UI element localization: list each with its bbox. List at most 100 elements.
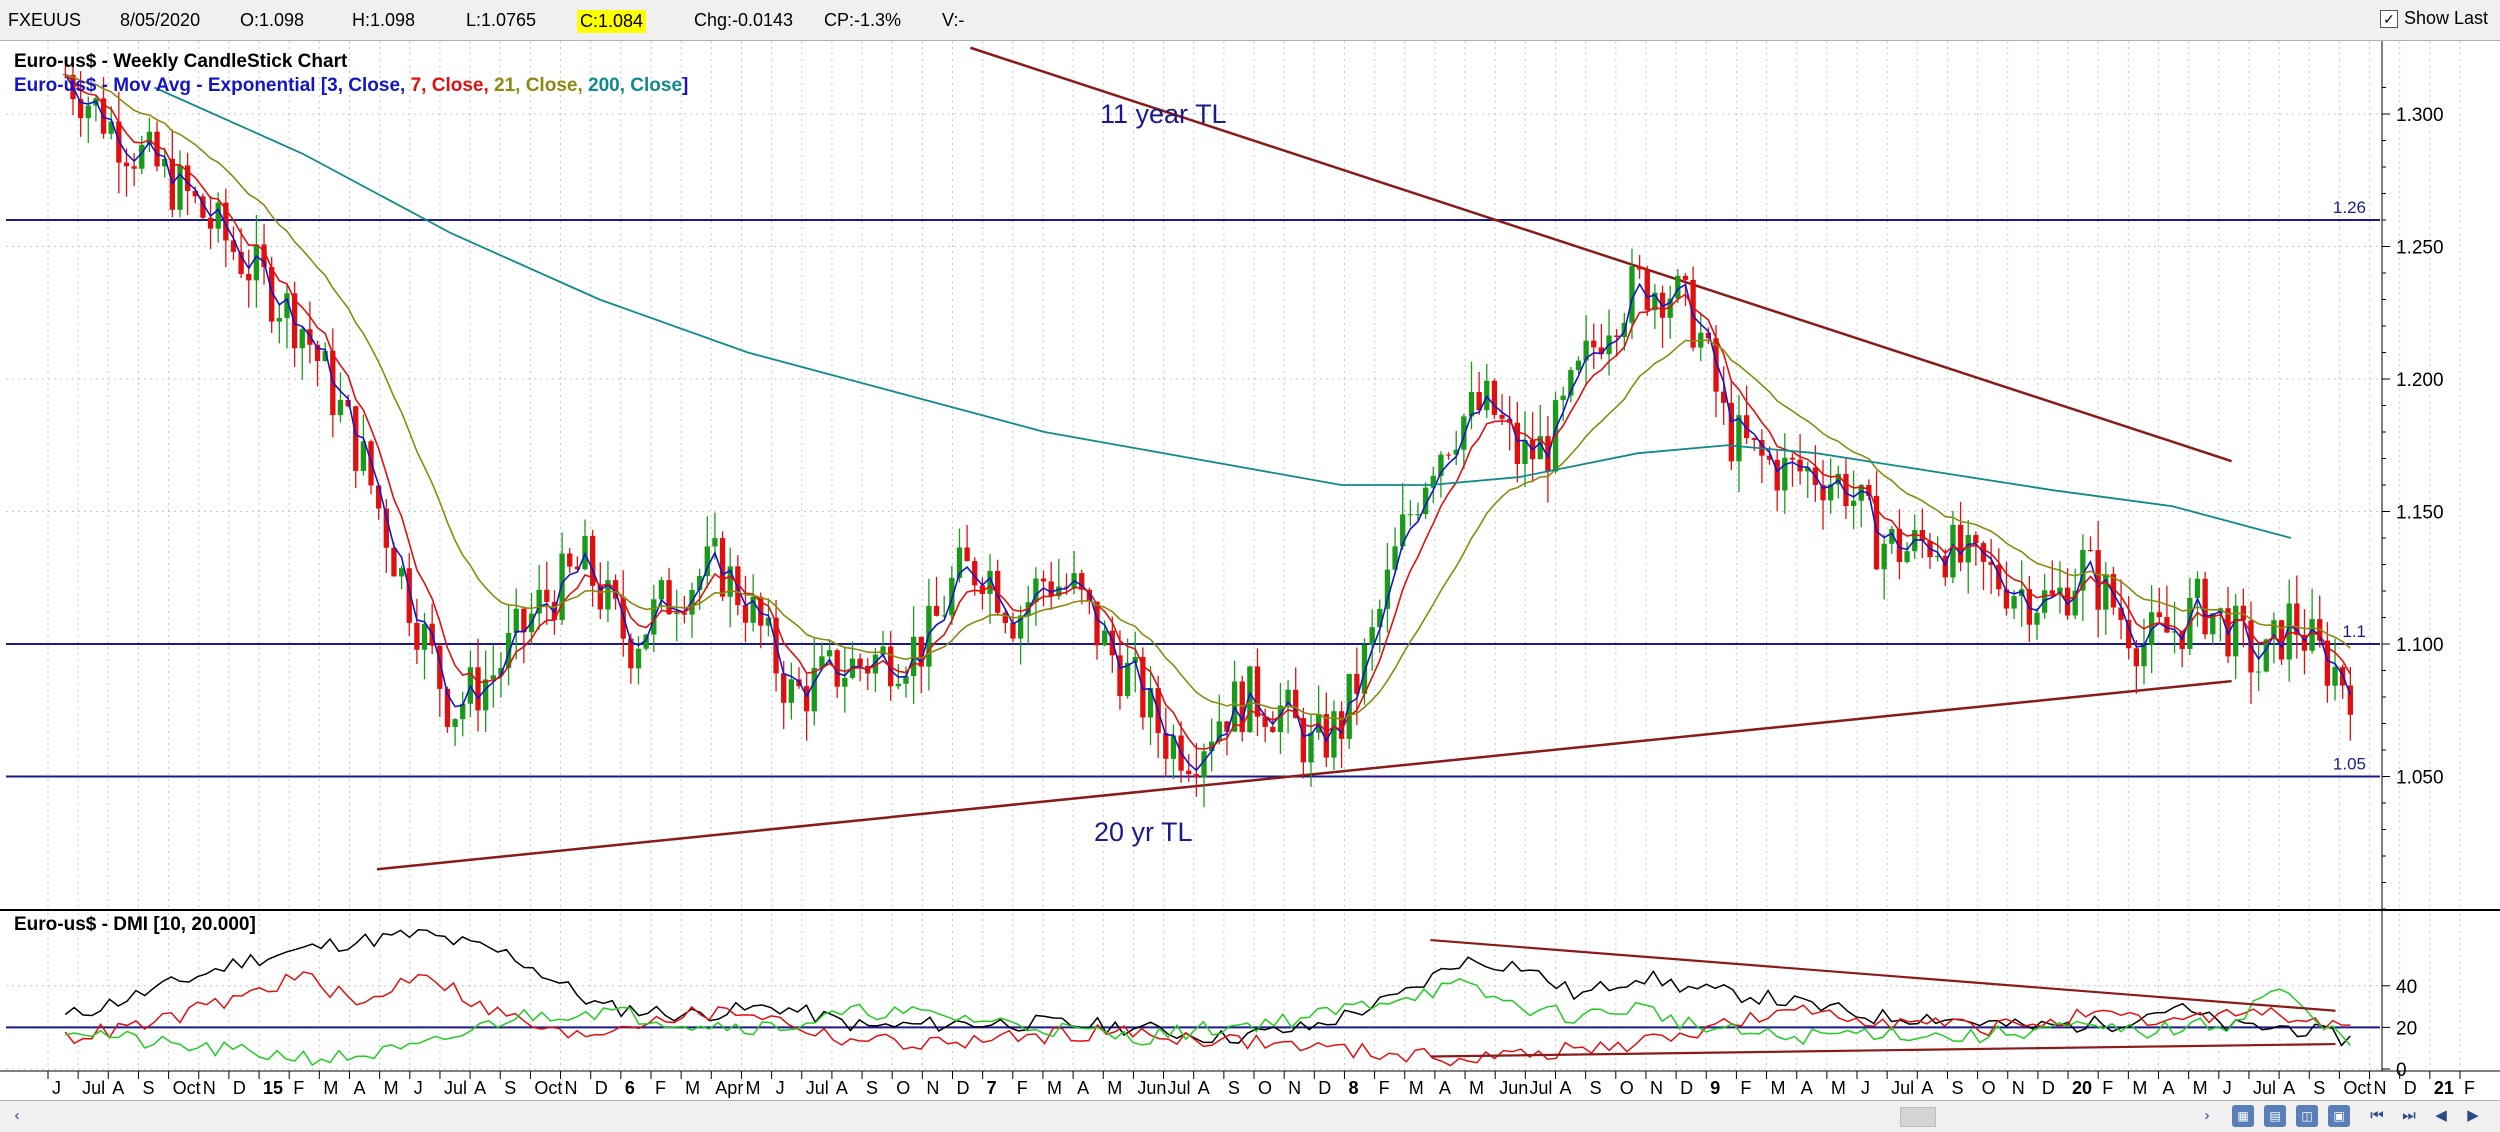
candle-body [1163,732,1169,759]
candle-body [475,667,481,711]
candle-body [1461,416,1467,450]
show-last-checkbox[interactable]: ✓ [2379,9,2398,28]
candle-body [490,675,496,680]
candle-body [353,406,359,471]
calendar-icon[interactable]: ▦ [2232,1105,2254,1127]
candle-body [574,566,581,570]
x-tick-label: A [1439,1078,1451,1098]
last-page-icon[interactable]: ⏭ [2402,1107,2416,1124]
candle-body [1430,475,1436,488]
candle-body [521,608,527,633]
x-tick-label: A [1560,1078,1572,1098]
x-tick-label: A [112,1078,124,1098]
candle-body [1736,415,1742,462]
candle-body [628,638,634,669]
x-tick-label: N [565,1078,578,1098]
candle-body [1873,495,1880,570]
candle-body [1583,340,1589,361]
candle-body [1850,500,1857,507]
candle-body [406,568,412,623]
ema-21-line [65,74,2351,721]
x-tick-label: O [1982,1078,1996,1098]
change-value: Chg:-0.0143 [694,10,794,30]
candle-body [2278,620,2285,660]
price-text: Euro-us$ - Weekly CandleStick Chart Euro-… [14,51,1227,847]
candle-body [933,605,940,616]
candle-body [2118,607,2124,620]
scroll-left-icon[interactable]: ‹ [14,1107,20,1124]
candle-body [1743,415,1750,439]
trendline [376,679,2232,871]
candle-body [735,566,741,606]
candle-body [131,166,137,169]
y-tick-label: 1.300 [2396,105,2444,126]
y-tick-label: 1.250 [2396,238,2444,259]
candle-body [2095,550,2101,610]
candle-body [1644,269,1650,311]
chart-svg[interactable]: 1.26 1.1 1.05 1.300 1.250 1.200 1.150 1.100 1.0… [0,41,2500,1103]
candle-body [1392,546,1398,570]
candle-body [750,596,756,623]
volume-value: V:- [942,10,965,30]
candle-body [742,605,749,623]
candle-body [337,400,344,416]
candle-body [1147,688,1154,718]
candle-body [1369,627,1375,645]
candle-body [230,240,237,252]
next-icon[interactable]: ▶ [2467,1107,2479,1124]
x-tick-label: M [2193,1078,2208,1098]
scroll-right-icon[interactable]: › [2204,1107,2210,1124]
x-tick-label: 7 [987,1078,997,1098]
scrollbar[interactable]: ‹ › ▦ ▤ ◫ ▣ ⏮ ⏭ ◀ ▶ [0,1100,2500,1132]
x-tick-label: M [1771,1078,1786,1098]
chart-area[interactable]: 1.26 1.1 1.05 1.300 1.250 1.200 1.150 1.100 1.0… [0,41,2500,1103]
candle-body [674,612,680,615]
candle-body [184,165,191,191]
candle-body [1713,338,1719,392]
candle-body [414,622,420,650]
x-tick-label: J [52,1078,61,1098]
y-tick-label: 1.150 [2396,503,2444,524]
candle-body [146,131,153,145]
candle-body [460,703,466,720]
candle-body [1934,555,1941,558]
save-icon[interactable]: ▣ [2328,1105,2350,1127]
candle-body [597,585,603,610]
candle-body [719,538,726,597]
candle-body [1896,528,1903,563]
candle-body [1614,335,1620,338]
zoom-icon[interactable]: ◫ [2296,1105,2318,1127]
first-page-icon[interactable]: ⏮ [2370,1107,2384,1124]
x-tick-label: F [1017,1078,1028,1098]
candle-body [1805,467,1811,472]
x-tick-label: 6 [625,1078,635,1098]
x-tick-label: A [474,1078,486,1098]
chart-legend: Euro-us$ - Mov Avg - Exponential [3, Clo… [14,75,688,96]
x-tick-label: F [2464,1078,2475,1098]
show-last-toggle[interactable]: ✓ Show Last [2379,8,2488,29]
chart-icon[interactable]: ▤ [2264,1105,2286,1127]
candle-body [2049,590,2055,595]
change-pct: CP:-1.3% [824,10,902,30]
candle-body [2011,596,2017,609]
candle-body [803,686,810,712]
candle-body [1789,457,1796,460]
candle-body [666,580,672,615]
candle-body [444,688,451,727]
prev-icon[interactable]: ◀ [2435,1107,2447,1124]
candle-body [1827,484,1834,501]
candle-body [383,508,389,548]
x-tick-label: N [2012,1078,2025,1098]
x-tick-label: F [1740,1078,1751,1098]
x-tick-label: M [685,1078,700,1098]
candle-body [2301,634,2308,651]
x-tick-label: N [1650,1078,1663,1098]
scroll-thumb[interactable] [1900,1107,1936,1127]
candle-body [1957,524,1964,563]
price-ema-lines [64,74,2352,772]
candle-body [1323,714,1329,758]
y-tick-label: 40 [2396,977,2417,998]
candle-body [2271,620,2277,640]
trendline [970,46,2233,463]
x-tick-label: A [1077,1078,1089,1098]
